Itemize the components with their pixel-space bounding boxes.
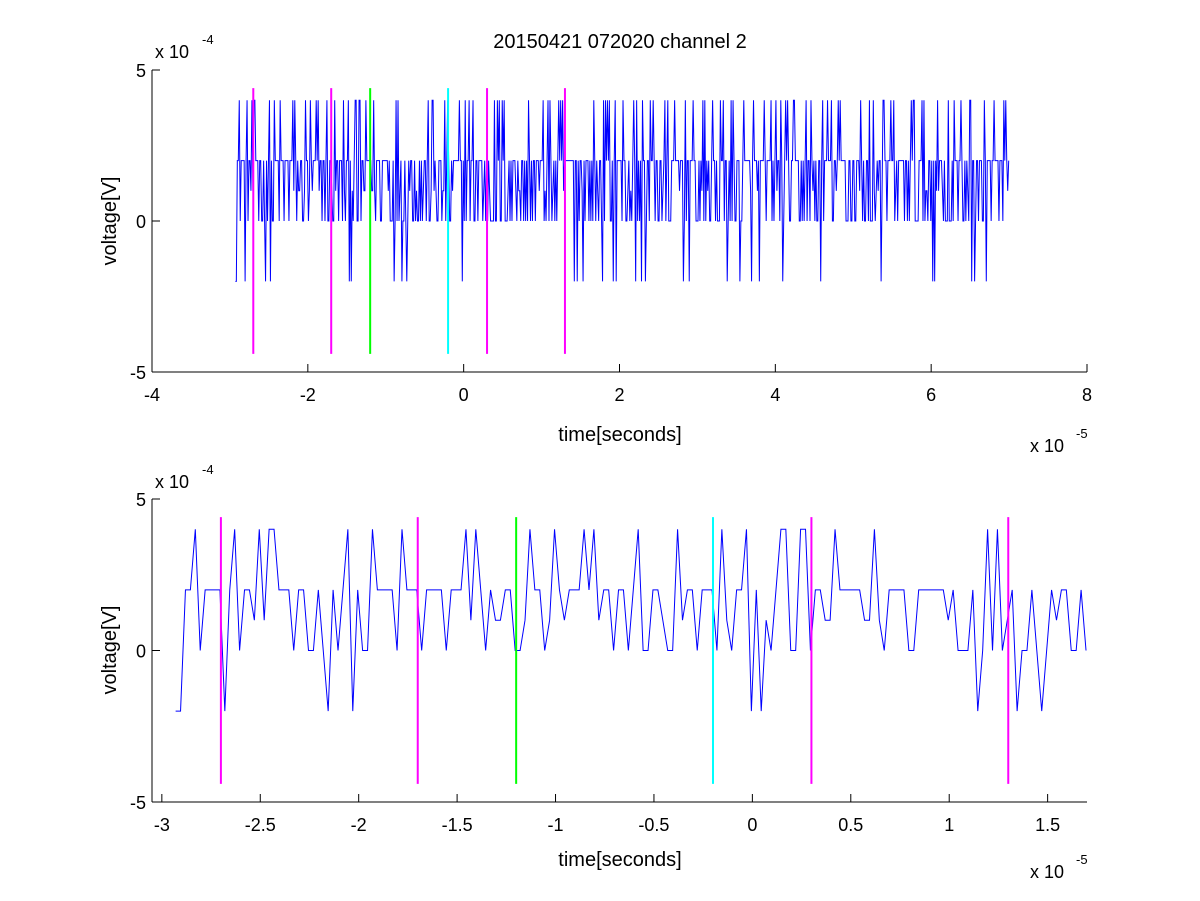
bottom-panel-x-tick-label: -2.5 bbox=[245, 815, 276, 835]
bottom-panel-x-tick-label: -0.5 bbox=[638, 815, 669, 835]
bottom-panel-x-tick-label: 1.5 bbox=[1035, 815, 1060, 835]
top-panel-y-exponent: -4 bbox=[202, 32, 214, 47]
top-panel-x-tick-label: 6 bbox=[926, 385, 936, 405]
top-panel-x-tick-label: 8 bbox=[1082, 385, 1092, 405]
top-panel-x-multiplier: x 10 bbox=[1030, 436, 1064, 456]
top-panel-x-tick-label: 0 bbox=[459, 385, 469, 405]
top-panel-y-multiplier: x 10 bbox=[155, 42, 189, 62]
top-panel-title: 20150421 072020 channel 2 bbox=[493, 31, 747, 53]
top-panel-x-exponent: -5 bbox=[1076, 426, 1088, 441]
top-panel-x-ticks: -4 -2 0 2 4 6 8 bbox=[144, 364, 1092, 405]
bottom-panel-y-exponent: -4 bbox=[202, 462, 214, 477]
bottom-panel-y-tick-label: -5 bbox=[130, 793, 146, 813]
bottom-panel-x-tick-label: -3 bbox=[154, 815, 170, 835]
bottom-panel: -3 -2.5 -2 -1.5 -1 -0.5 0 0.5 1 1.5 -5 0 5 time[sec… bbox=[99, 462, 1088, 882]
bottom-panel-x-tick-label: -1 bbox=[548, 815, 564, 835]
bottom-panel-signal-line bbox=[175, 528, 1087, 712]
top-panel-y-tick-label: 5 bbox=[136, 61, 146, 81]
bottom-panel-y-multiplier: x 10 bbox=[155, 472, 189, 492]
top-panel-x-label: time[seconds] bbox=[558, 424, 681, 446]
top-panel-x-tick-label: -2 bbox=[300, 385, 316, 405]
bottom-panel-markers bbox=[219, 517, 1010, 784]
bottom-panel-x-tick-label: 0 bbox=[747, 815, 757, 835]
bottom-panel-x-multiplier: x 10 bbox=[1030, 862, 1064, 882]
top-panel-signal-line bbox=[235, 99, 1010, 282]
top-panel-x-tick-label: -4 bbox=[144, 385, 160, 405]
bottom-panel-x-label: time[seconds] bbox=[558, 849, 681, 871]
bottom-panel-x-tick-label: 1 bbox=[944, 815, 954, 835]
top-panel-y-ticks: -5 0 5 bbox=[130, 61, 160, 383]
bottom-panel-x-ticks: -3 -2.5 -2 -1.5 -1 -0.5 0 0.5 1 1.5 bbox=[154, 794, 1060, 835]
top-panel-trace bbox=[235, 99, 1010, 282]
bottom-panel-x-tick-label: -2 bbox=[351, 815, 367, 835]
top-panel-y-tick-label: 0 bbox=[136, 212, 146, 232]
top-panel-x-tick-label: 4 bbox=[770, 385, 780, 405]
top-panel-x-tick-label: 2 bbox=[614, 385, 624, 405]
top-panel: 20150421 072020 channel 2 -4 -2 0 2 4 6 8 -5 0 5… bbox=[99, 31, 1092, 456]
top-panel-y-tick-label: -5 bbox=[130, 363, 146, 383]
top-panel-markers bbox=[252, 88, 566, 354]
bottom-panel-x-tick-label: 0.5 bbox=[838, 815, 863, 835]
bottom-panel-y-tick-label: 5 bbox=[136, 490, 146, 510]
bottom-panel-y-tick-label: 0 bbox=[136, 642, 146, 662]
bottom-panel-y-ticks: -5 0 5 bbox=[130, 490, 160, 813]
top-panel-y-label: voltage[V] bbox=[99, 177, 121, 266]
bottom-panel-x-exponent: -5 bbox=[1076, 852, 1088, 867]
bottom-panel-y-label: voltage[V] bbox=[99, 606, 121, 695]
bottom-panel-trace bbox=[175, 528, 1087, 712]
bottom-panel-x-tick-label: -1.5 bbox=[442, 815, 473, 835]
